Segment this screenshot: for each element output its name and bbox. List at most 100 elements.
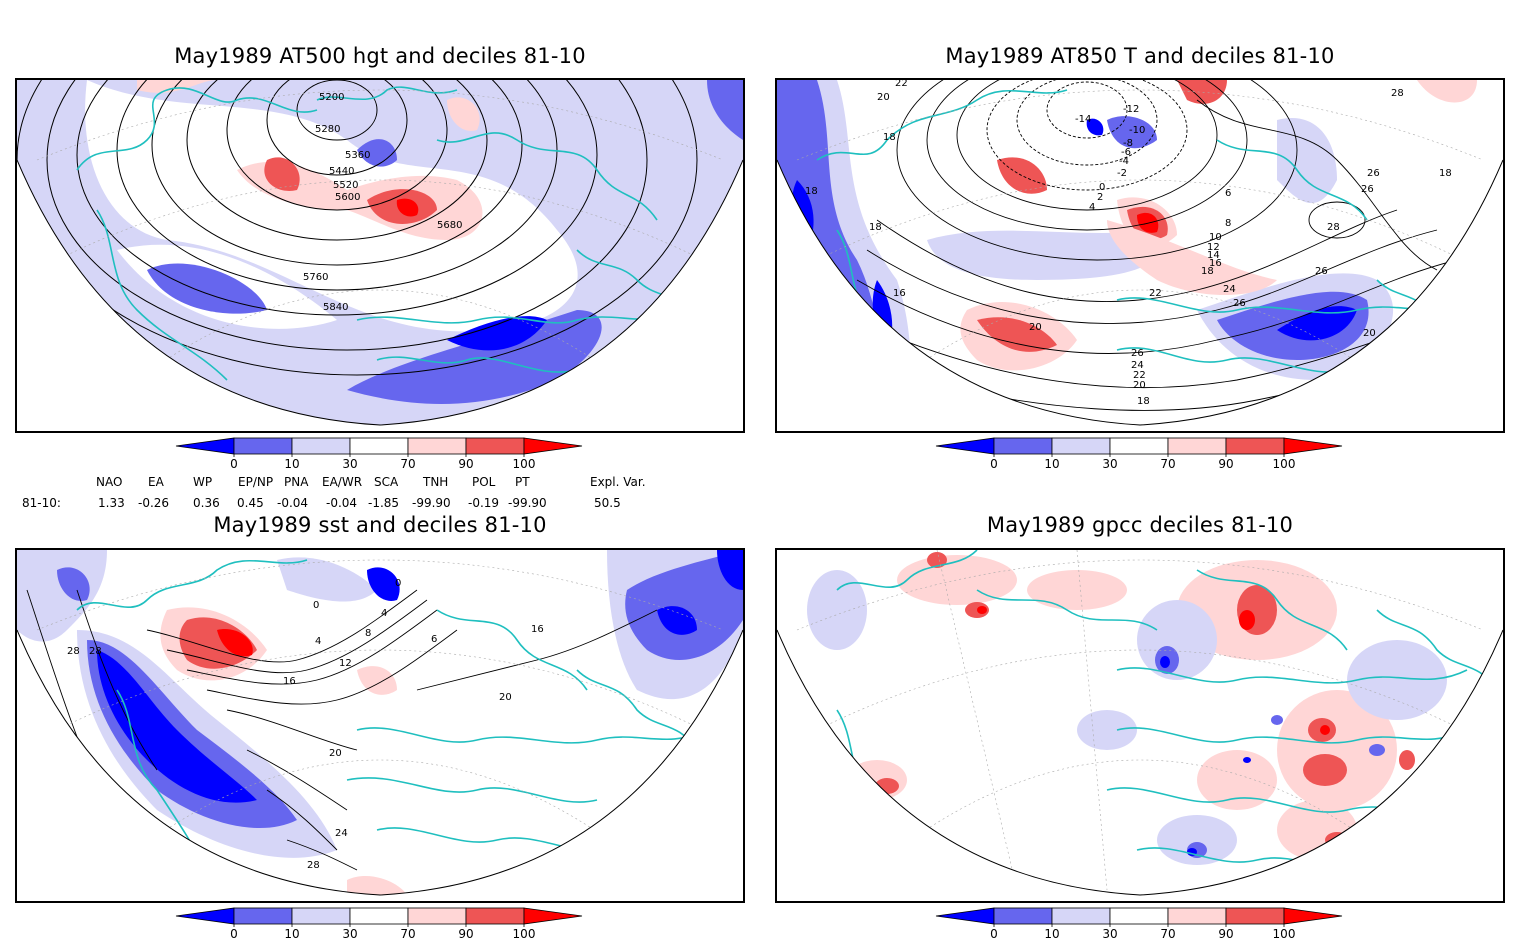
contour-label: 5360 [345, 150, 370, 161]
index-header: PNA [284, 475, 309, 489]
map-panel-sst: 0 0 4 8 4 6 12 16 20 24 28 28 28 16 20 [15, 548, 745, 903]
index-header: EA/WR [322, 475, 363, 489]
contour-label: 0 [1099, 182, 1105, 193]
contour-label: 6 [431, 634, 437, 645]
contour-label: 8 [365, 628, 371, 639]
contour-label: 0 [313, 600, 319, 611]
contour-label: 20 [329, 748, 342, 759]
colorbar-scale: 0 10 30 70 90 100 [935, 437, 1343, 471]
colorbar-segment [1109, 907, 1169, 925]
index-value: -0.04 [277, 496, 309, 510]
index-value: -0.26 [138, 496, 170, 510]
index-value: 50.5 [594, 496, 621, 510]
contour-label: 28 [1327, 222, 1340, 233]
colorbar-tick-label: 30 [1102, 457, 1117, 471]
contour-label: 26 [1315, 266, 1328, 277]
colorbar-segment [1051, 907, 1111, 925]
contour-label: 10 [1209, 232, 1222, 243]
colorbar-extend-high [1283, 437, 1343, 455]
index-header: Expl. Var. [590, 475, 646, 489]
contour-label: 22 [895, 80, 908, 89]
index-value: -99.90 [412, 496, 451, 510]
contour-label: -10 [1129, 125, 1145, 136]
colorbar-tick-label: 10 [284, 927, 299, 940]
contour-label: 18 [883, 132, 896, 143]
contour-label: -14 [1075, 114, 1091, 125]
contour-label: 28 [307, 860, 320, 871]
colorbar-segment [993, 907, 1053, 925]
contour-label: 16 [531, 624, 544, 635]
colorbar-segment [1225, 437, 1285, 455]
colorbar-segment [291, 437, 351, 455]
contour-label: 18 [869, 222, 882, 233]
contour-label: 6 [1225, 188, 1231, 199]
colorbar-tick-label: 90 [1218, 457, 1233, 471]
index-value: 0.45 [237, 496, 264, 510]
colorbar-extend-low [935, 437, 995, 455]
teleconnection-indices: NAO EA WP EP/NP PNA EA/WR SCA TNH POL PT… [0, 475, 760, 515]
colorbar-tick-label: 100 [1273, 457, 1296, 471]
colorbar-segment [407, 437, 467, 455]
index-row-label: 81-10: [22, 496, 61, 510]
colorbar-scale: 0 10 30 70 90 100 [175, 907, 583, 940]
panel-title-1: May1989 AT500 hgt and deciles 81-10 [174, 44, 586, 68]
index-header: EA [148, 475, 164, 489]
contour-label: 24 [1223, 284, 1236, 295]
contour-label: 2 [1097, 192, 1103, 203]
colorbar-tick-label: 70 [1160, 457, 1175, 471]
contour-label: -4 [1119, 156, 1129, 167]
colorbar-1: 0 10 30 70 90 100 [175, 437, 586, 471]
index-header: NAO [96, 475, 123, 489]
contour-label: 4 [315, 636, 321, 647]
colorbar-tick-label: 0 [990, 927, 998, 940]
contour-label: 24 [1131, 360, 1144, 371]
colorbar-segment [233, 437, 293, 455]
colorbar-segment [407, 907, 467, 925]
contour-label: 20 [1133, 380, 1146, 391]
colorbar-extend-low [175, 907, 235, 925]
colorbar-segment [349, 907, 409, 925]
colorbar-tick-label: 90 [458, 457, 473, 471]
panel-title-3: May1989 sst and deciles 81-10 [213, 513, 547, 537]
colorbar-scale: 0 10 30 70 90 100 [935, 907, 1343, 940]
colorbar-3: 0 10 30 70 90 100 [175, 907, 586, 940]
contour-label: 5760 [303, 272, 328, 283]
contour-label: 5280 [315, 124, 340, 135]
contour-label: -2 [1117, 168, 1127, 179]
contour-label: 26 [1361, 184, 1374, 195]
colorbar-segment [1167, 907, 1227, 925]
contour-label: 0 [395, 578, 401, 589]
contour-label: 5520 [333, 180, 358, 191]
contour-label: 5680 [437, 220, 462, 231]
contour-label: 22 [1149, 288, 1162, 299]
contour-label: 18 [1439, 168, 1452, 179]
colorbar-tick-label: 30 [342, 457, 357, 471]
index-header: POL [472, 475, 496, 489]
contour-label: 18 [805, 186, 818, 197]
index-value: 1.33 [98, 496, 125, 510]
colorbar-tick-label: 30 [342, 927, 357, 940]
colorbar-tick-label: 70 [400, 927, 415, 940]
contour-label: 5600 [335, 192, 360, 203]
colorbar-segment [349, 437, 409, 455]
contour-label: 16 [283, 676, 296, 687]
colorbar-extend-high [1283, 907, 1343, 925]
contour-label: 12 [1207, 242, 1220, 253]
colorbar-segment [1167, 437, 1227, 455]
colorbar-tick-label: 0 [230, 457, 238, 471]
colorbar-tick-label: 10 [1044, 457, 1059, 471]
colorbar-tick-label: 30 [1102, 927, 1117, 940]
colorbar-extend-low [175, 437, 235, 455]
map-panel-hgt500: 5200 5280 5360 5440 5520 5600 5680 5760 … [15, 78, 745, 433]
colorbar-tick-label: 0 [990, 457, 998, 471]
colorbar-segment [993, 437, 1053, 455]
map-panel-t850: 22 20 18 18 18 16 -14 -12 -10 -8 -6 -4 -… [775, 78, 1505, 433]
colorbar-segment [233, 907, 293, 925]
contour-label: 18 [1201, 266, 1214, 277]
index-value: -0.04 [326, 496, 358, 510]
colorbar-tick-label: 90 [1218, 927, 1233, 940]
colorbar-tick-label: 10 [284, 457, 299, 471]
contour-label: 8 [1225, 218, 1231, 229]
colorbar-tick-label: 0 [230, 927, 238, 940]
contour-label: 4 [1089, 202, 1095, 213]
